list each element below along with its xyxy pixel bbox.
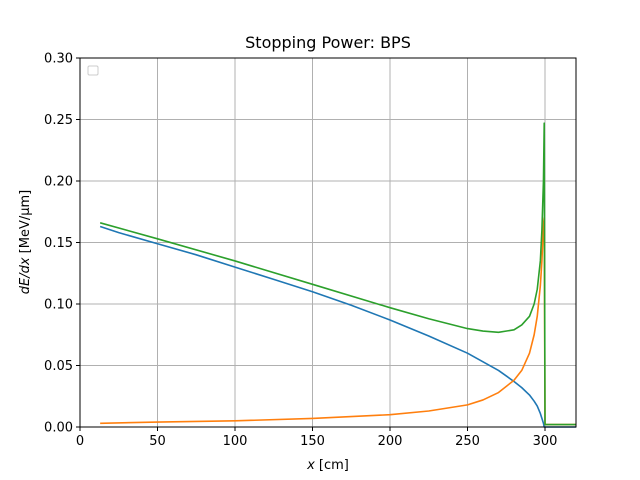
y-axis-label: dE/dx [MeV/μm]: [18, 190, 33, 295]
y-tick-label: 0.25: [44, 113, 73, 128]
y-tick-label: 0.05: [44, 359, 73, 374]
x-tick-label: 150: [300, 434, 325, 449]
x-axis-label: x [cm]: [306, 458, 349, 473]
x-tick-label: 300: [533, 434, 558, 449]
y-tick-label: 0.20: [44, 175, 73, 190]
y-tick-label: 0.15: [44, 236, 73, 251]
x-axis-label-var: x: [306, 458, 315, 473]
x-tick-label: 50: [149, 434, 166, 449]
series-line-3: [99, 122, 576, 426]
x-axis-label-unit: [cm]: [315, 458, 349, 473]
x-tick-label: 250: [455, 434, 480, 449]
y-axis-label-var: dE/dx: [18, 257, 33, 294]
y-tick-label: 0.30: [44, 52, 73, 67]
x-tick-label: 200: [378, 434, 403, 449]
chart-title: Stopping Power: BPS: [245, 33, 411, 52]
x-tick-label: 0: [76, 434, 84, 449]
x-tick-label: 100: [223, 434, 248, 449]
series-line-1: [99, 225, 576, 428]
y-tick-label: 0.00: [44, 421, 73, 436]
y-tick-label: 0.10: [44, 298, 73, 313]
legend-box: [87, 65, 99, 76]
y-axis: 0.00 0.05 0.10 0.15 0.20 0.25 0.30: [44, 52, 80, 436]
x-axis: 0 50 100 150 200 250 300: [76, 427, 558, 449]
series-group: [99, 122, 576, 428]
y-axis-label-unit: [MeV/μm]: [18, 190, 33, 258]
